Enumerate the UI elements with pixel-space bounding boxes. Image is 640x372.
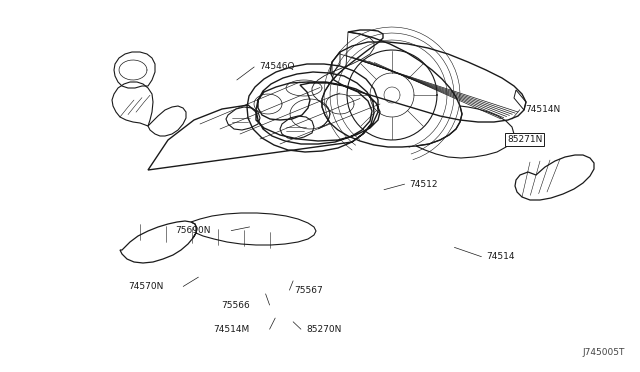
- Text: 74514N: 74514N: [525, 105, 560, 114]
- Text: 74570N: 74570N: [128, 282, 163, 291]
- Text: 74512: 74512: [410, 180, 438, 189]
- Text: 74546Q: 74546Q: [259, 62, 294, 71]
- Text: 74514M: 74514M: [213, 325, 250, 334]
- Text: 75567: 75567: [294, 286, 323, 295]
- Text: 75690N: 75690N: [176, 226, 211, 235]
- Text: J745005T: J745005T: [582, 348, 625, 357]
- Text: 74514: 74514: [486, 252, 515, 261]
- Text: 85271N: 85271N: [507, 135, 543, 144]
- Text: 75566: 75566: [221, 301, 250, 310]
- Text: 85270N: 85270N: [306, 325, 341, 334]
